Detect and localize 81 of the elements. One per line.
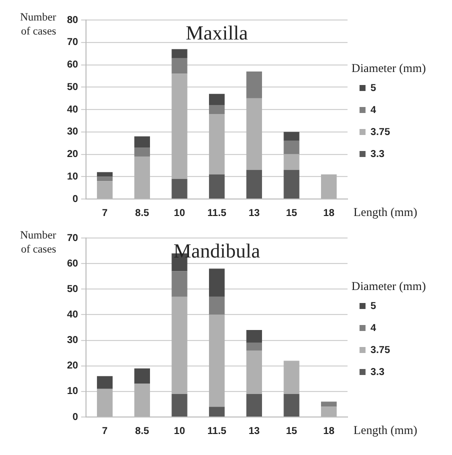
x-tick-label: 13 [248, 426, 260, 437]
bar [208, 406, 225, 416]
bar [284, 360, 300, 394]
bar [172, 58, 188, 74]
bar [208, 105, 225, 114]
bar [208, 174, 225, 198]
bar [246, 71, 262, 98]
y-tick-label: 50 [67, 82, 79, 93]
y-tick-label: 20 [67, 360, 79, 372]
bar [246, 342, 262, 351]
chart-title: Maxilla [186, 22, 248, 44]
bar [172, 296, 188, 394]
bar [284, 154, 300, 170]
y-tick-label: 70 [67, 37, 79, 48]
bar [208, 314, 225, 407]
bar [172, 49, 188, 58]
bar [246, 170, 262, 198]
y-tick-label: 50 [67, 284, 79, 295]
legend-label: 3.3 [370, 366, 385, 378]
x-tick-label: 7 [102, 208, 108, 219]
y-tick-label: 40 [67, 309, 79, 320]
legend-label: 4 [370, 322, 377, 334]
y-tick-label: 80 [67, 14, 79, 26]
bar [208, 94, 225, 106]
bar [96, 376, 113, 389]
y-tick-label: 60 [67, 258, 79, 270]
y-tick-label: 0 [72, 194, 79, 205]
x-tick-label: 8.5 [135, 208, 150, 219]
bar [208, 296, 225, 315]
legend-label: 5 [370, 300, 377, 312]
x-tick-label: 10 [174, 426, 186, 437]
bar [246, 330, 262, 343]
bar [246, 98, 262, 170]
x-tick-label: 13 [248, 208, 260, 219]
bar [284, 132, 300, 141]
bar [321, 402, 337, 407]
bar [134, 148, 150, 156]
y-tick-label: 40 [67, 104, 79, 116]
x-tick-label: 15 [286, 208, 298, 219]
legend-label: 3.75 [370, 344, 390, 356]
legend-label: 5 [370, 82, 377, 94]
legend-label: 3.75 [370, 126, 390, 138]
bar [284, 170, 300, 198]
bar [172, 271, 188, 297]
y-axis-title: Number of cases [20, 229, 56, 256]
y-tick-label: 0 [72, 412, 79, 423]
x-tick-label: 10 [174, 208, 186, 219]
bar [134, 368, 150, 384]
y-tick-label: 10 [67, 386, 79, 398]
x-tick-label: 7 [102, 426, 108, 437]
x-tick-label: 8.5 [135, 426, 150, 437]
bar [208, 268, 225, 297]
x-axis-title: Length (mm) [354, 423, 418, 438]
y-tick-label: 60 [67, 60, 79, 70]
y-tick-label: 70 [67, 232, 79, 244]
legend-title: Diameter (mm) [352, 279, 426, 294]
legend-label: 3.3 [370, 148, 385, 160]
y-axis-title: Number of cases [20, 11, 56, 38]
x-tick-label: 15 [286, 426, 298, 437]
legend-title: Diameter (mm) [352, 61, 426, 76]
bar [246, 394, 262, 416]
bar [172, 178, 188, 198]
bar [96, 176, 113, 182]
y-tick-label: 30 [67, 126, 79, 138]
bar [284, 394, 300, 416]
bar [172, 74, 188, 179]
bar [96, 172, 113, 177]
x-tick-label: 11.5 [207, 208, 227, 219]
bar [284, 140, 300, 154]
bar [172, 394, 188, 416]
y-tick-label: 30 [67, 335, 79, 346]
bar [208, 114, 225, 174]
bar [134, 136, 150, 148]
x-tick-label: 11.5 [207, 426, 227, 437]
y-tick-label: 10 [67, 171, 79, 182]
x-tick-label: 18 [323, 208, 335, 219]
x-axis-title: Length (mm) [354, 205, 418, 220]
bar [246, 350, 262, 394]
y-tick-label: 20 [67, 149, 79, 160]
legend-label: 4 [370, 104, 377, 116]
x-tick-label: 18 [323, 426, 335, 437]
